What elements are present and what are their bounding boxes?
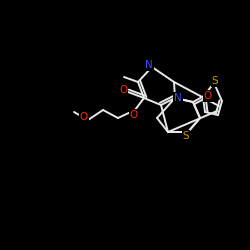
Text: N: N bbox=[145, 60, 153, 70]
Text: O: O bbox=[119, 85, 127, 95]
Text: S: S bbox=[183, 131, 189, 141]
Text: O: O bbox=[80, 112, 88, 122]
Text: S: S bbox=[212, 76, 218, 86]
Text: O: O bbox=[204, 91, 212, 101]
Text: O: O bbox=[130, 110, 138, 120]
Text: N: N bbox=[174, 93, 182, 103]
